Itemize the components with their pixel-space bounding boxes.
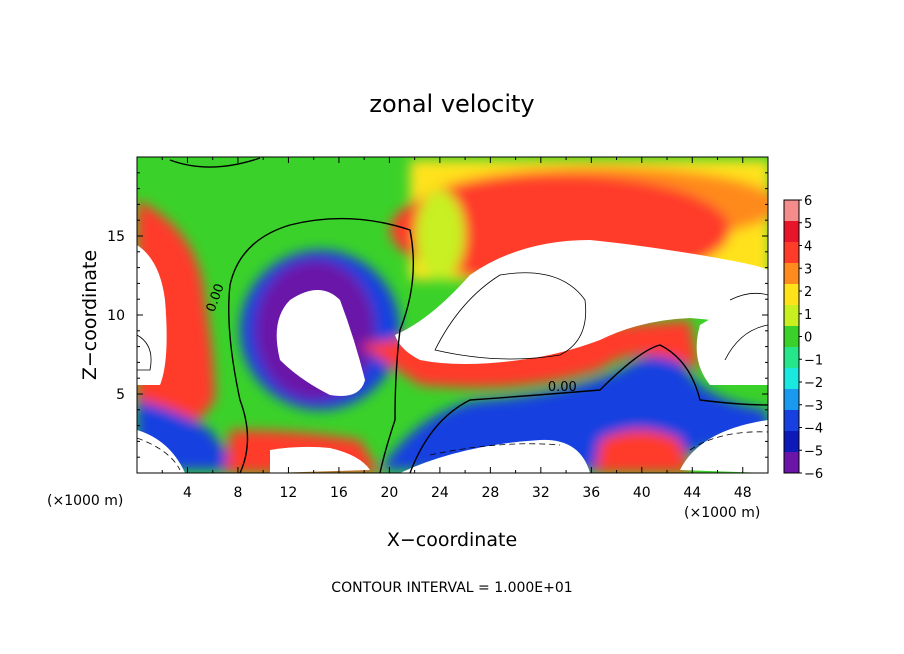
colorbar-swatch (784, 284, 799, 306)
colorbar: 6 5 4 3 2 1 0 −1 −2 −3 −4 −5 −6 (783, 194, 823, 482)
x-tick-label: 32 (532, 485, 550, 501)
contour-interval-note: CONTOUR INTERVAL = 1.000E+01 (331, 580, 572, 596)
colorbar-label: −2 (804, 376, 823, 391)
thin-contour-right (724, 292, 768, 361)
colorbar-swatch (784, 431, 799, 453)
y-axis: 5 10 15 (107, 172, 768, 458)
field-bottom-red-right (595, 430, 690, 473)
colorbar-label: 2 (804, 285, 812, 300)
colorbar-swatch (784, 452, 799, 474)
colorbar-swatch (784, 410, 799, 432)
colorbar-label: −5 (804, 444, 823, 459)
white-vortex-core (276, 290, 365, 396)
colorbar-swatch (784, 263, 799, 285)
colorbar-swatch (784, 389, 799, 411)
x-tick-label: 16 (330, 485, 348, 501)
x-tick-label: 40 (633, 485, 651, 501)
x-unit-left: (×1000 m) (47, 493, 123, 509)
x-tick-label: 28 (481, 485, 499, 501)
colorbar-swatch (784, 221, 799, 243)
thin-contour-center (434, 272, 587, 360)
thin-contour-left (137, 334, 152, 371)
x-tick-label: 4 (183, 485, 192, 501)
contour-label: 0.00 (548, 380, 577, 395)
dashed-contour-bottom (137, 431, 768, 471)
contour-lines (137, 157, 768, 473)
y-tick-label: 10 (107, 308, 125, 324)
colorbar-swatch (784, 305, 799, 327)
zero-contour-left (169, 157, 415, 473)
x-unit-right: (×1000 m) (684, 505, 760, 521)
white-upper-right (395, 240, 768, 364)
white-bottom-far-right (680, 420, 768, 473)
x-axis: 4 8 12 16 20 24 28 32 36 40 44 48 (161, 157, 752, 501)
white-bottom-center (270, 446, 370, 473)
colorbar-swatch (784, 326, 799, 348)
field-band-upper-yellow-2 (415, 190, 465, 280)
colorbar-label: 1 (804, 308, 812, 323)
white-bottom-left (137, 430, 185, 473)
x-tick-label: 8 (233, 485, 242, 501)
x-tick-label: 12 (280, 485, 298, 501)
x-axis-label: X−coordinate (387, 529, 517, 551)
zero-contour-right (409, 344, 768, 473)
colorbar-label: 6 (804, 194, 812, 209)
colorbar-label: −6 (804, 467, 823, 482)
colorbar-label: 5 (804, 217, 812, 232)
white-regions (137, 240, 768, 473)
colorbar-swatch (784, 368, 799, 390)
white-left (137, 245, 167, 385)
x-tick-label: 48 (734, 485, 752, 501)
colorbar-swatch (784, 347, 799, 369)
y-tick-label: 5 (116, 387, 125, 403)
x-tick-label: 36 (582, 485, 600, 501)
y-axis-label: Z−coordinate (79, 250, 101, 380)
x-tick-label: 44 (683, 485, 701, 501)
colorbar-swatch (784, 200, 799, 222)
colorbar-label: 0 (804, 331, 812, 346)
chart-title: zonal velocity (369, 90, 534, 118)
colorbar-label: −4 (804, 422, 823, 437)
colorbar-label: −3 (804, 399, 823, 414)
x-tick-label: 20 (380, 485, 398, 501)
plot-area: 0.000.00 (137, 157, 768, 473)
white-right-lower (696, 300, 768, 385)
x-tick-label: 24 (431, 485, 449, 501)
colorbar-label: 4 (804, 240, 812, 255)
white-bottom-right (400, 439, 590, 473)
y-tick-label: 15 (107, 229, 125, 245)
colorbar-label: 3 (804, 262, 812, 277)
colorbar-swatch (784, 242, 799, 264)
colorbar-label: −1 (804, 353, 823, 368)
